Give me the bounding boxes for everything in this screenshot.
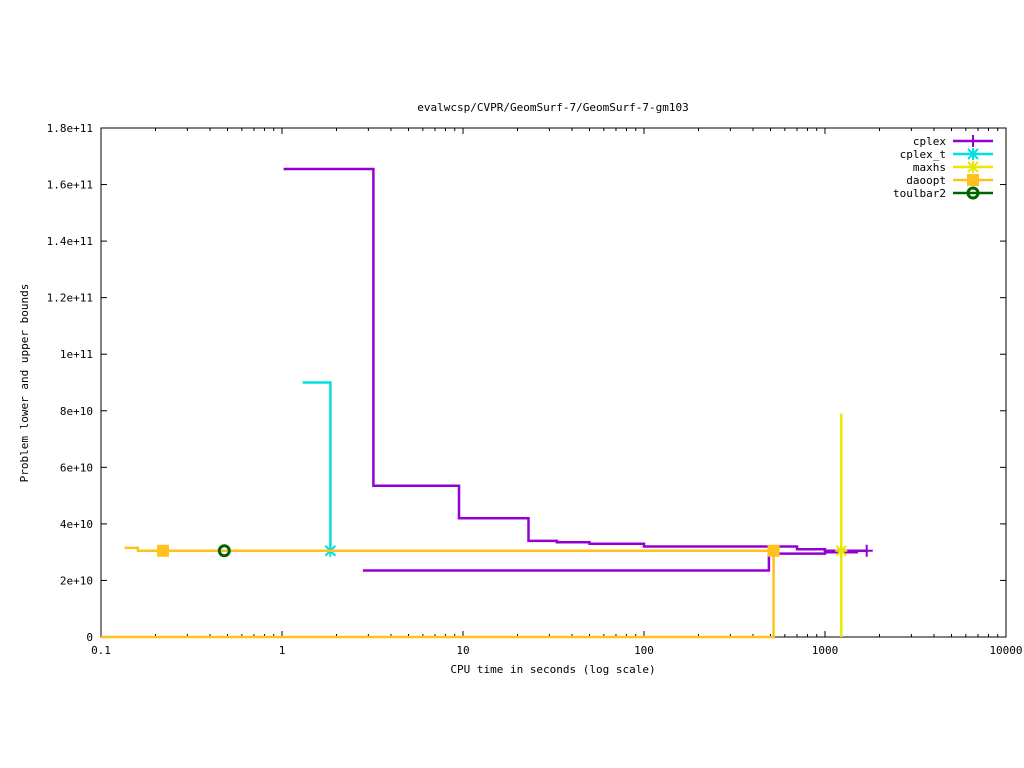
legend-label-cplex-t: cplex_t xyxy=(900,148,946,161)
plot-frame xyxy=(100,127,1007,638)
x-tick-label: 10000 xyxy=(989,644,1022,657)
daoopt-marker xyxy=(156,544,169,557)
cplex-t-upper-line xyxy=(302,381,332,551)
legend-marker-toulbar2 xyxy=(966,186,980,200)
y-axis-label: Problem lower and upper bounds xyxy=(18,284,31,483)
y-tick-label: 1.4e+11 xyxy=(47,235,93,248)
legend-label-maxhs: maxhs xyxy=(913,161,946,174)
daoopt-lower-line xyxy=(101,550,775,639)
daoopt-marker xyxy=(767,544,780,557)
x-tick-label: 100 xyxy=(634,644,654,657)
cplex-upper-line xyxy=(283,167,867,553)
x-tick-label: 10 xyxy=(456,644,469,657)
legend-marker-cplex xyxy=(967,135,979,147)
daoopt-upper-line xyxy=(124,546,774,553)
y-tick-label: 6e+10 xyxy=(60,461,93,474)
x-tick-label: 1 xyxy=(279,644,286,657)
x-tick-label: 0.1 xyxy=(91,644,111,657)
x-axis-label: CPU time in seconds (log scale) xyxy=(450,663,655,676)
y-tick-label: 1.8e+11 xyxy=(47,122,93,135)
y-tick-label: 2e+10 xyxy=(60,574,93,587)
cplex-marker xyxy=(860,544,873,557)
maxhs-marker xyxy=(835,544,848,557)
y-tick-label: 8e+10 xyxy=(60,405,93,418)
chart-title: evalwcsp/CVPR/GeomSurf-7/GeomSurf-7-gm10… xyxy=(417,101,689,114)
y-tick-label: 1.6e+11 xyxy=(47,179,93,192)
y-tick-label: 1.2e+11 xyxy=(47,292,93,305)
axes: 0.1 1 10 100 1000 10000 0 2e+10 4e+10 6e+10 8e+10 1… xyxy=(47,122,1023,657)
cplex-lower-line xyxy=(362,549,867,572)
x-tick-label: 1000 xyxy=(812,644,839,657)
legend-marker-cplex-t xyxy=(967,148,979,160)
legend-label-daoopt: daoopt xyxy=(906,174,946,187)
legend-label-cplex: cplex xyxy=(913,135,946,148)
y-tick-label: 4e+10 xyxy=(60,518,93,531)
y-tick-label: 0 xyxy=(86,631,93,644)
legend-marker-maxhs xyxy=(967,161,979,173)
legend-marker-daoopt xyxy=(967,174,979,186)
legend-label-toulbar2: toulbar2 xyxy=(893,187,946,200)
series-layer xyxy=(101,167,873,639)
y-tick-label: 1e+11 xyxy=(60,348,93,361)
toulbar2-marker xyxy=(217,544,231,558)
